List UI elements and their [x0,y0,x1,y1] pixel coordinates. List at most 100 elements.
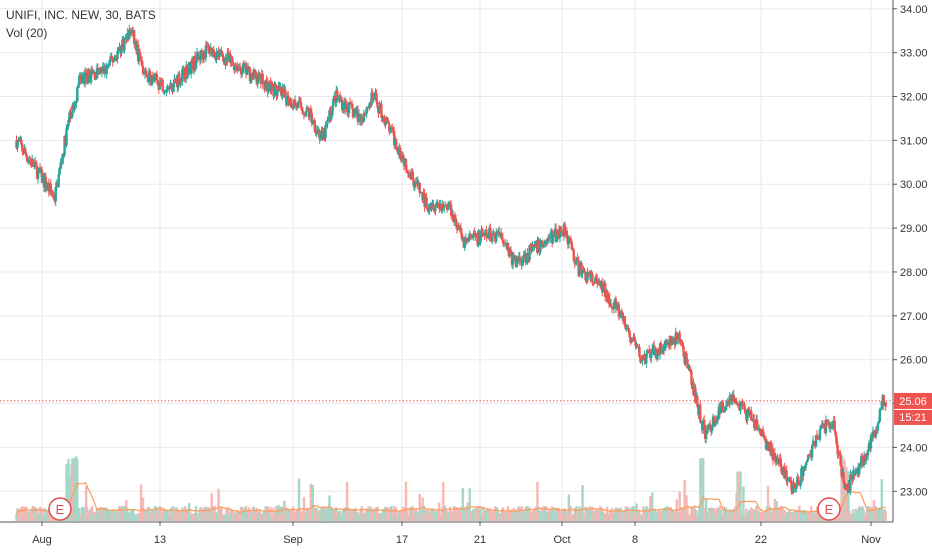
candles [15,25,887,495]
candle-down [161,79,164,91]
candle-down [568,238,572,240]
candle-down [840,465,843,477]
candle-up [165,91,168,93]
candle-up [858,464,861,475]
countdown-badge [894,409,932,425]
candle-down [387,120,390,124]
candle-up [91,72,95,74]
candle-down [680,342,683,344]
candle-down [391,127,394,129]
candle-down [253,69,257,72]
candle-down [336,90,339,99]
volume-bar [227,507,230,521]
candle-down [432,204,435,211]
candle-down [444,204,448,207]
candle-up [105,66,108,75]
candle-down [732,394,735,400]
candle-down [448,202,452,205]
volume-bar [139,484,143,521]
candle-up [471,236,474,238]
price-tick-label: 31.00 [900,135,928,147]
candle-down [836,444,839,455]
candle-up [525,259,528,263]
candle-up [264,80,267,91]
candle-up [270,83,273,91]
candle-down [183,67,186,79]
candle-up [612,302,616,310]
candle-down [639,357,642,363]
candle-down [682,346,685,357]
candle-up [113,56,116,61]
candle-down [405,169,409,173]
candle-down [51,193,54,195]
candle-down [753,419,756,428]
volume-bar [311,484,314,521]
candle-down [761,429,765,435]
candle-up [792,483,795,493]
volume-bar [479,507,482,521]
volume-bar [678,491,681,521]
candle-up [651,348,654,354]
candle-down [518,256,521,262]
candle-down [572,249,575,261]
candle-up [748,410,751,416]
candle-up [665,344,669,346]
candle-down [512,256,516,261]
price-tick-label: 30.00 [900,179,928,191]
candle-up [75,101,78,104]
candle-down [755,419,759,430]
candle-down [789,476,792,481]
volume-bar [567,494,571,521]
candle-down [607,293,611,305]
price-tick-label: 29.00 [900,223,928,235]
candle-down [457,224,461,229]
symbol-title: UNIFI, INC. NEW, 30, BATS [6,8,156,22]
candle-up [876,423,880,431]
candle-down [393,131,396,146]
candle-up [218,51,221,58]
volume-bar [442,482,445,521]
candle-up [59,162,62,168]
candle-down [678,332,681,340]
candle-up [108,59,111,66]
candle-up [276,89,279,96]
candle-down [21,144,24,152]
candle-down [34,161,38,166]
time-tick-label: Aug [32,534,52,546]
volume-bar [884,511,887,521]
candle-down [749,410,752,412]
candle-down [560,230,564,234]
candle-up [725,401,728,407]
candle-down [624,326,627,330]
candle-up [618,315,622,317]
candle-down [703,420,706,425]
candle-up [123,38,126,51]
candle-up [16,141,19,149]
candle-down [790,480,793,492]
candle-up [810,445,814,458]
volume-bar [543,506,546,521]
earnings-marker[interactable]: E [817,497,841,521]
candle-up [880,401,883,410]
earnings-marker[interactable]: E [48,497,72,521]
volume-bar [866,505,870,521]
candle-up [112,60,115,63]
candle-up [70,116,73,119]
candle-down [411,171,415,181]
candle-up [249,79,253,82]
time-tick-label: Sep [283,534,303,546]
price-tick-label: 26.00 [900,355,928,367]
candle-up [551,232,555,243]
candle-down [366,107,369,109]
volume-bar [581,485,584,521]
candle-up [819,427,823,430]
candle-up [400,155,404,161]
candle-down [776,457,779,461]
candle-up [241,63,245,73]
candle-up [256,75,260,85]
candle-down [380,104,383,118]
candle-up [390,127,393,131]
